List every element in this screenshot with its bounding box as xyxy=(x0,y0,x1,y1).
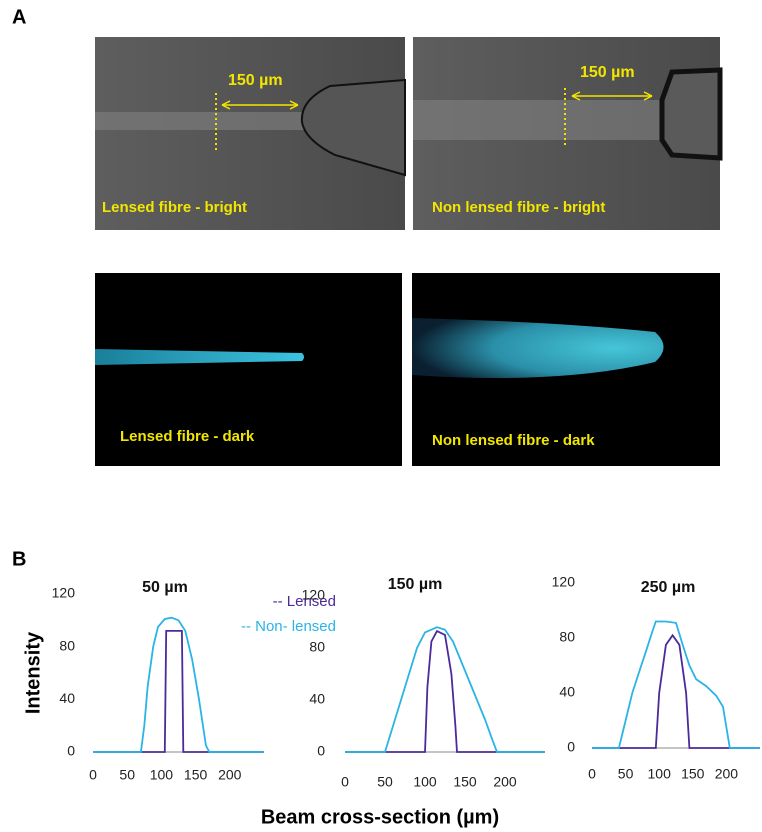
series-line xyxy=(345,629,545,753)
x-tick-label: 0 xyxy=(89,767,97,783)
x-tick-label: 200 xyxy=(218,767,242,783)
scale-label: 150 µm xyxy=(580,64,635,81)
x-tick-label: 150 xyxy=(453,774,477,790)
x-tick-label: 150 xyxy=(184,767,208,783)
y-tick-label: 80 xyxy=(309,639,325,655)
x-tick-label: 100 xyxy=(413,774,437,790)
y-tick-label: 0 xyxy=(317,743,325,759)
y-axis-label: Intensity xyxy=(22,631,44,714)
image-label: Lensed fibre - dark xyxy=(120,428,255,445)
y-tick-label: 120 xyxy=(302,587,326,603)
series-line xyxy=(592,633,760,749)
image-lensed-bright: 150 µm Lensed fibre - bright xyxy=(95,37,406,230)
x-tick-label: 50 xyxy=(119,767,135,783)
image-label: Non lensed fibre - bright xyxy=(432,199,605,216)
image-label: Non lensed fibre - dark xyxy=(432,432,595,449)
chart-title: 150 µm xyxy=(388,576,443,593)
panel-label: A xyxy=(12,6,26,28)
y-tick-label: 0 xyxy=(67,743,75,759)
x-tick-label: 100 xyxy=(150,767,174,783)
x-axis-label: Beam cross-section (µm) xyxy=(261,806,499,828)
series-line xyxy=(93,616,264,753)
legend-entry: -- Lensed xyxy=(273,593,336,610)
x-tick-label: 200 xyxy=(493,774,517,790)
chart-title: 250 µm xyxy=(641,579,696,596)
series-line xyxy=(93,630,264,753)
x-tick-label: 0 xyxy=(341,774,349,790)
y-tick-label: 0 xyxy=(567,739,575,755)
x-tick-label: 50 xyxy=(377,774,393,790)
y-tick-label: 80 xyxy=(559,629,575,645)
image-nonlensed-dark: Non lensed fibre - dark xyxy=(412,273,720,466)
x-tick-label: 50 xyxy=(618,766,634,782)
x-tick-label: 200 xyxy=(715,766,739,782)
legend-entry: -- Non- lensed xyxy=(241,618,336,635)
y-tick-label: 40 xyxy=(559,684,575,700)
image-lensed-dark: Lensed fibre - dark xyxy=(95,273,402,466)
image-label: Lensed fibre - bright xyxy=(102,199,247,216)
x-tick-label: 100 xyxy=(648,766,672,782)
y-tick-label: 80 xyxy=(59,637,75,653)
x-tick-label: 0 xyxy=(588,766,596,782)
y-tick-label: 40 xyxy=(59,690,75,706)
y-tick-label: 120 xyxy=(552,574,576,590)
scale-label: 150 µm xyxy=(228,72,283,89)
panel-label: B xyxy=(12,548,26,570)
y-tick-label: 120 xyxy=(52,585,76,601)
chart-title: 50 µm xyxy=(142,579,188,596)
y-tick-label: 40 xyxy=(309,691,325,707)
series-line xyxy=(345,626,545,753)
series-line xyxy=(592,620,760,749)
x-tick-label: 150 xyxy=(681,766,705,782)
image-nonlensed-bright: 150 µm Non lensed fibre - bright xyxy=(413,37,723,230)
